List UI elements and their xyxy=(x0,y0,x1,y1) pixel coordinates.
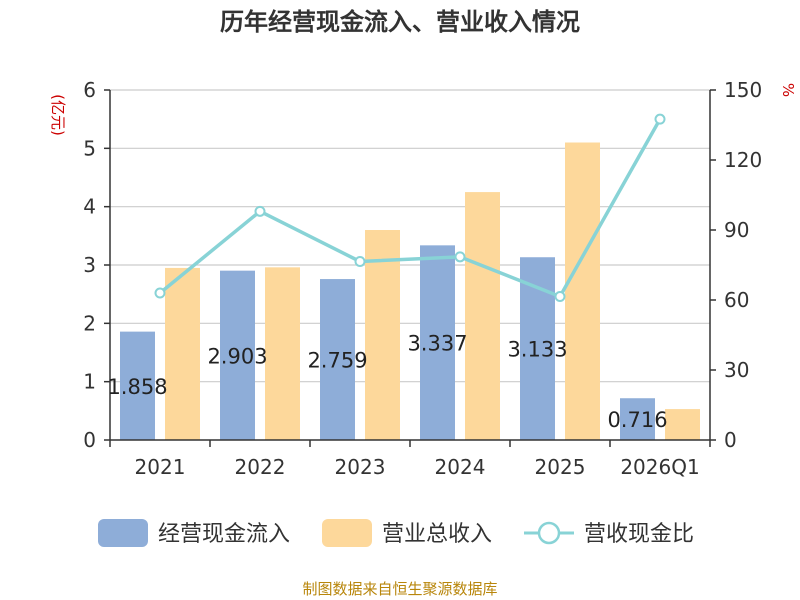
right-axis-unit: % xyxy=(779,83,797,97)
chart-title: 历年经营现金流入、营业收入情况 xyxy=(220,8,580,36)
bar xyxy=(165,267,200,440)
bar xyxy=(665,409,700,440)
left-axis-tick-label: 0 xyxy=(83,428,96,452)
left-axis-tick-label: 6 xyxy=(83,78,96,102)
bar xyxy=(620,398,655,440)
legend-marker-ratio xyxy=(537,521,561,545)
x-axis-tick-label: 2021 xyxy=(135,455,186,479)
bars-layer xyxy=(120,142,700,440)
left-axis-tick-label: 1 xyxy=(83,370,96,394)
x-axis-tick-label: 2024 xyxy=(435,455,486,479)
right-axis-tick-label: 120 xyxy=(724,148,762,172)
legend-swatch-cash-inflow xyxy=(98,519,148,547)
legend-swatch-revenue xyxy=(322,519,372,547)
legend-label-cash-inflow: 经营现金流入 xyxy=(158,522,290,547)
bar xyxy=(465,192,500,440)
right-axis-tick-label: 0 xyxy=(724,428,737,452)
grid-lines xyxy=(110,89,710,383)
bar xyxy=(565,142,600,440)
x-axis-tick-label: 2025 xyxy=(535,455,586,479)
left-axis-tick-label: 5 xyxy=(83,136,96,160)
left-axis-tick-label: 3 xyxy=(83,253,96,277)
left-axis-tick-label: 2 xyxy=(83,311,96,335)
legend-label-revenue: 营业总收入 xyxy=(382,522,492,547)
ratio-point xyxy=(454,251,466,263)
ratio-point xyxy=(154,287,166,299)
data-label: 0.716 xyxy=(607,408,667,432)
right-axis-tick-label: 30 xyxy=(724,358,749,382)
bar xyxy=(320,279,355,440)
right-axis-tick-label: 90 xyxy=(724,218,749,242)
bar xyxy=(365,230,400,440)
right-axis-tick-label: 150 xyxy=(724,78,762,102)
x-axis-tick-label: 2026Q1 xyxy=(620,455,699,479)
right-axis-tick-label: 60 xyxy=(724,288,749,312)
bar xyxy=(420,245,455,440)
data-label: 3.337 xyxy=(407,332,467,356)
legend: 经营现金流入 营业总收入 营收现金比 xyxy=(98,519,694,547)
data-label: 3.133 xyxy=(507,338,567,362)
data-label: 2.759 xyxy=(307,349,367,373)
ratio-line xyxy=(158,118,662,299)
ratio-line-layer xyxy=(154,113,666,302)
bar xyxy=(265,267,300,440)
left-axis-unit: (亿元) xyxy=(49,94,67,136)
data-labels: 1.858 2.903 2.759 3.337 3.133 0.716 xyxy=(107,332,667,432)
legend-label-ratio: 营收现金比 xyxy=(584,522,694,547)
ratio-point xyxy=(354,256,366,267)
x-axis-tick-label: 2022 xyxy=(235,455,286,479)
source-note: 制图数据来自恒生聚源数据库 xyxy=(302,580,497,598)
bar xyxy=(120,331,155,440)
data-label: 2.903 xyxy=(207,344,267,368)
x-axis-tick-label: 2023 xyxy=(335,455,386,479)
bar xyxy=(220,270,255,440)
ratio-point xyxy=(654,113,666,125)
ratio-point xyxy=(254,205,266,217)
left-axis-tick-label: 4 xyxy=(83,195,96,219)
ratio-point xyxy=(554,291,566,302)
data-label: 1.858 xyxy=(107,375,167,399)
